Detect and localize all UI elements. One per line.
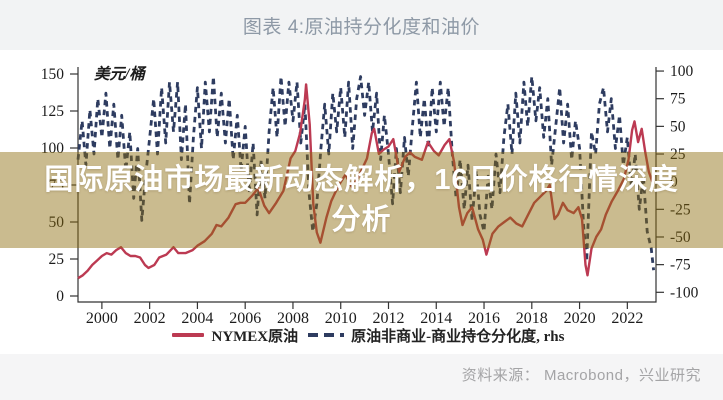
source-text: 资料来源： Macrobond，兴业研究	[461, 367, 701, 384]
legend-item-nymex: NYMEX原油	[172, 325, 298, 346]
left-axis-label: 0	[56, 288, 64, 305]
chart-legend: NYMEX原油 原油非商业-商业持仓分化度, rhs	[0, 325, 723, 346]
x-axis-label: 2002	[134, 310, 166, 327]
x-axis-label: 2006	[229, 310, 261, 327]
right-axis-label: -50	[670, 229, 691, 246]
x-axis-label: 2004	[181, 310, 213, 327]
legend-item-divergence: 原油非商业-商业持仓分化度, rhs	[308, 325, 565, 346]
right-axis-label: -100	[670, 284, 699, 301]
source-bar: 资料来源： Macrobond，兴业研究	[0, 354, 723, 400]
x-axis-label: 2020	[564, 310, 596, 327]
x-axis-label: 2000	[86, 310, 118, 327]
divergence-line-swatch	[308, 333, 345, 337]
left-axis-label: 125	[41, 103, 65, 120]
right-axis-label: -25	[670, 201, 691, 218]
x-axis-label: 2008	[277, 310, 309, 327]
divergence-dashed-line	[76, 75, 655, 271]
left-axis-label: 75	[49, 177, 65, 194]
x-axis-label: 2014	[420, 310, 452, 327]
left-axis-label: 150	[41, 66, 65, 83]
right-axis-label: 0	[670, 174, 678, 191]
x-axis-label: 2016	[468, 310, 500, 327]
left-axis-label: 50	[49, 214, 65, 231]
right-axis-label: 75	[670, 91, 686, 108]
right-axis-label: -75	[670, 257, 691, 274]
left-axis-label: 100	[41, 140, 65, 157]
nymex-price-line	[77, 83, 654, 280]
headline-text-line2: 分析	[331, 204, 392, 236]
x-axis-label: 2010	[325, 310, 357, 327]
legend-label-nymex: NYMEX原油	[211, 328, 299, 345]
headline-text-line1: 国际原油市场最新动态解析，16日价格行情深度	[44, 164, 679, 196]
chart-title: 图表 4:原油持分化度和油价	[242, 16, 481, 38]
chart-title-bar: 图表 4:原油持分化度和油价	[0, 0, 723, 50]
left-axis-label: 25	[49, 251, 65, 268]
x-axis-label: 2022	[611, 310, 643, 327]
headline-overlay: 国际原油市场最新动态解析，16日价格行情深度 分析	[0, 152, 723, 248]
right-axis-label: 50	[670, 118, 686, 135]
x-axis-label: 2018	[516, 310, 548, 327]
right-axis-label: 100	[670, 63, 694, 80]
legend-label-divergence: 原油非商业-商业持仓分化度, rhs	[351, 328, 565, 345]
unit-label: 美元/桶	[94, 65, 147, 83]
right-axis-label: 25	[670, 146, 686, 163]
x-axis-label: 2012	[372, 310, 404, 327]
nymex-line-swatch	[172, 333, 205, 337]
